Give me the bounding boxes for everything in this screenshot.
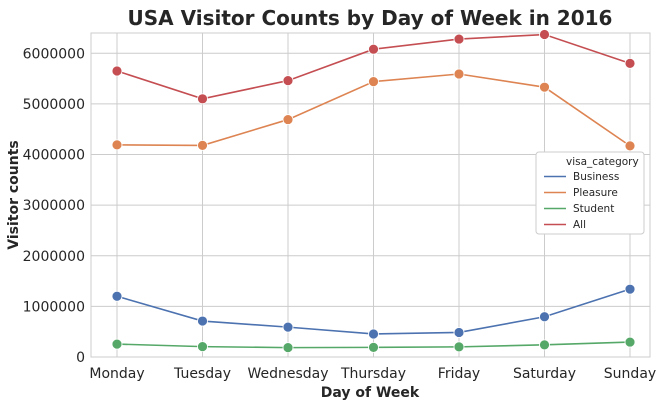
series-pleasure — [111, 68, 636, 152]
data-point — [368, 43, 379, 55]
legend-item-pleasure: Pleasure — [544, 187, 618, 199]
data-point — [453, 327, 465, 338]
data-point — [197, 139, 208, 151]
y-axis-label: Visitor counts — [6, 140, 22, 249]
y-tick-label: 3000000 — [23, 198, 85, 214]
data-point — [624, 57, 636, 69]
legend-label: Business — [573, 171, 619, 183]
x-axis-label: Day of Week — [321, 385, 420, 401]
data-point — [624, 140, 636, 152]
series-all — [111, 29, 636, 105]
series-layer — [111, 29, 636, 354]
data-point — [111, 139, 123, 151]
legend-item-all: All — [544, 219, 586, 231]
data-point — [282, 342, 294, 354]
axes — [90, 32, 651, 358]
legend-item-student: Student — [544, 203, 614, 215]
x-tick-label: Saturday — [513, 366, 576, 382]
y-tick-label: 1000000 — [23, 299, 85, 315]
legend-title: visa_category — [566, 156, 639, 168]
x-tick-label: Friday — [438, 366, 480, 382]
legend: visa_category Business Pleasure Student All — [535, 151, 645, 235]
data-point — [539, 81, 550, 93]
legend-items: Business Pleasure Student All — [544, 171, 619, 231]
x-tick-label: Wednesday — [247, 366, 328, 382]
data-point — [282, 321, 294, 333]
chart-title: USA Visitor Counts by Day of Week in 201… — [128, 6, 613, 30]
legend-label: Student — [573, 203, 614, 215]
data-point — [453, 68, 465, 80]
data-point — [197, 315, 208, 327]
legend-item-business: Business — [544, 171, 619, 183]
legend-label: Pleasure — [573, 187, 618, 199]
tick-labels: 0 1000000 2000000 3000000 4000000 5000000 6000… — [23, 46, 657, 382]
y-tick-label: 5000000 — [23, 97, 85, 113]
data-point — [282, 114, 294, 125]
data-point — [111, 65, 123, 77]
data-point — [368, 76, 379, 87]
data-point — [111, 338, 123, 350]
data-point — [539, 29, 550, 40]
data-point — [453, 341, 465, 353]
legend-label: All — [573, 219, 586, 231]
data-point — [624, 283, 636, 295]
data-point — [453, 33, 465, 45]
data-point — [111, 290, 123, 302]
data-point — [539, 339, 550, 351]
legend-box — [535, 151, 645, 235]
x-tick-label: Thursday — [340, 366, 406, 382]
data-point — [539, 311, 550, 323]
plot-frame — [90, 32, 651, 358]
y-tick-label: 4000000 — [23, 148, 85, 164]
data-point — [368, 341, 379, 353]
x-tick-label: Sunday — [604, 366, 656, 382]
x-tick-label: Tuesday — [173, 366, 231, 382]
y-tick-label: 6000000 — [23, 46, 85, 62]
data-point — [624, 336, 636, 348]
y-tick-label: 2000000 — [23, 249, 85, 265]
data-point — [368, 328, 379, 340]
data-point — [282, 75, 294, 86]
series-student — [111, 336, 636, 354]
y-tick-label: 0 — [76, 350, 85, 366]
series-business — [111, 283, 636, 340]
x-tick-label: Monday — [89, 366, 144, 382]
data-point — [197, 93, 208, 105]
data-point — [197, 341, 208, 353]
